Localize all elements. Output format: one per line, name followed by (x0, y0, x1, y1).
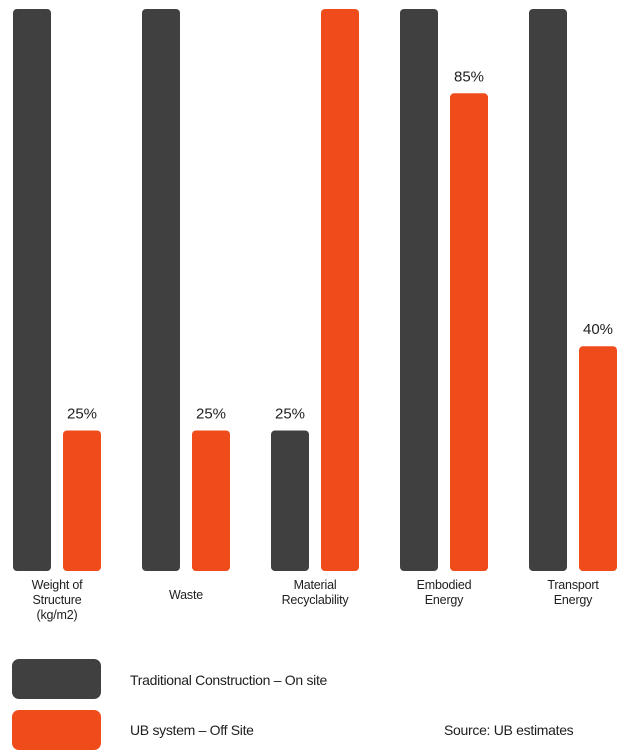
category-label-weight-of: Weight of Structure (kg/m2) (31, 578, 83, 622)
bar-traditional-transport (529, 9, 567, 571)
category-label-waste: Waste (169, 588, 203, 602)
legend-label-ub-system: UB system – Off Site (130, 722, 254, 738)
bar-ub-system-embodied (450, 93, 488, 572)
bar-traditional-embodied (400, 9, 438, 571)
category-label-embodied: Embodied Energy (416, 578, 472, 607)
category-label-transport: Transport Energy (547, 578, 599, 607)
bar-ub-system-material (321, 9, 359, 571)
legend-swatch-traditional (12, 659, 101, 699)
bar-ub-system-transport (579, 346, 617, 571)
data-label-traditional-material: 25% (275, 406, 305, 423)
legend-label-traditional: Traditional Construction – On site (130, 672, 328, 688)
bar-traditional-waste (142, 9, 180, 571)
data-label-ub-system-embodied: 85% (454, 68, 484, 85)
source-note: Source: UB estimates (444, 722, 574, 738)
category-label-material: Material Recyclability (281, 578, 349, 607)
data-label-ub-system-waste: 25% (196, 406, 226, 423)
bar-traditional-material (271, 430, 309, 571)
chart-plot-area: 25% 25% 25% 85% 40% (13, 9, 617, 572)
data-label-ub-system-weight-of: 25% (67, 406, 97, 423)
bar-traditional-weight-of (13, 9, 51, 571)
bar-ub-system-weight-of (63, 430, 101, 571)
bar-ub-system-waste (192, 430, 230, 571)
data-label-ub-system-transport: 40% (583, 321, 613, 338)
legend-swatch-ub-system (12, 710, 101, 750)
